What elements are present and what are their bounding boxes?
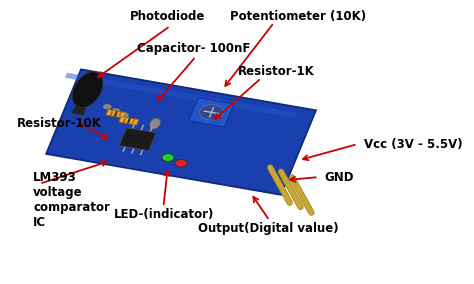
Text: Vcc (3V - 5.5V): Vcc (3V - 5.5V) <box>364 138 462 151</box>
Text: Output(Digital value): Output(Digital value) <box>198 222 338 235</box>
Text: Capacitor- 100nF: Capacitor- 100nF <box>137 42 251 55</box>
Polygon shape <box>119 128 156 151</box>
Text: Potentiometer (10K): Potentiometer (10K) <box>230 10 366 23</box>
Polygon shape <box>65 73 297 118</box>
Text: Photodiode: Photodiode <box>130 10 206 23</box>
Polygon shape <box>118 111 122 116</box>
Ellipse shape <box>149 118 161 129</box>
Text: Resistor-10K: Resistor-10K <box>17 117 102 130</box>
Circle shape <box>175 159 187 167</box>
Polygon shape <box>127 118 131 124</box>
Polygon shape <box>119 116 139 125</box>
Text: GND: GND <box>325 171 354 184</box>
Text: Resistor-1K: Resistor-1K <box>238 65 315 78</box>
Text: LM393
voltage
comparator
IC: LM393 voltage comparator IC <box>33 171 110 229</box>
Polygon shape <box>109 111 113 116</box>
Polygon shape <box>122 118 127 124</box>
Polygon shape <box>114 111 118 116</box>
Circle shape <box>200 105 223 120</box>
Circle shape <box>111 108 120 114</box>
Polygon shape <box>131 118 136 124</box>
Polygon shape <box>71 105 86 115</box>
Circle shape <box>120 112 129 118</box>
Text: LED-(indicator): LED-(indicator) <box>113 208 214 221</box>
Ellipse shape <box>73 72 103 108</box>
Polygon shape <box>189 98 234 127</box>
Circle shape <box>162 154 174 162</box>
Polygon shape <box>106 109 126 118</box>
Circle shape <box>103 104 111 110</box>
Polygon shape <box>46 69 316 195</box>
